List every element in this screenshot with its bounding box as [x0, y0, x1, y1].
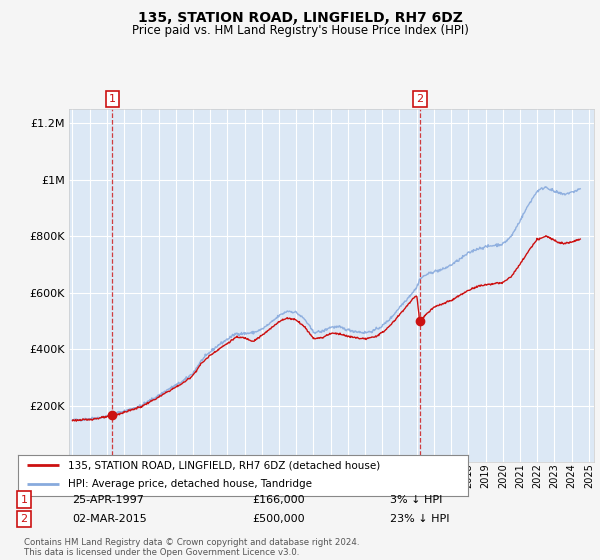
Text: 25-APR-1997: 25-APR-1997: [72, 494, 144, 505]
Text: £166,000: £166,000: [252, 494, 305, 505]
Text: Contains HM Land Registry data © Crown copyright and database right 2024.
This d: Contains HM Land Registry data © Crown c…: [24, 538, 359, 557]
Text: 23% ↓ HPI: 23% ↓ HPI: [390, 514, 449, 524]
Text: 2: 2: [20, 514, 28, 524]
Text: Price paid vs. HM Land Registry's House Price Index (HPI): Price paid vs. HM Land Registry's House …: [131, 24, 469, 37]
Text: HPI: Average price, detached house, Tandridge: HPI: Average price, detached house, Tand…: [67, 479, 311, 489]
Text: 02-MAR-2015: 02-MAR-2015: [72, 514, 147, 524]
Text: 2: 2: [416, 94, 423, 104]
Text: 3% ↓ HPI: 3% ↓ HPI: [390, 494, 442, 505]
Text: 135, STATION ROAD, LINGFIELD, RH7 6DZ: 135, STATION ROAD, LINGFIELD, RH7 6DZ: [137, 11, 463, 25]
Text: 1: 1: [109, 94, 116, 104]
Text: 135, STATION ROAD, LINGFIELD, RH7 6DZ (detached house): 135, STATION ROAD, LINGFIELD, RH7 6DZ (d…: [67, 460, 380, 470]
Text: 1: 1: [20, 494, 28, 505]
Text: £500,000: £500,000: [252, 514, 305, 524]
